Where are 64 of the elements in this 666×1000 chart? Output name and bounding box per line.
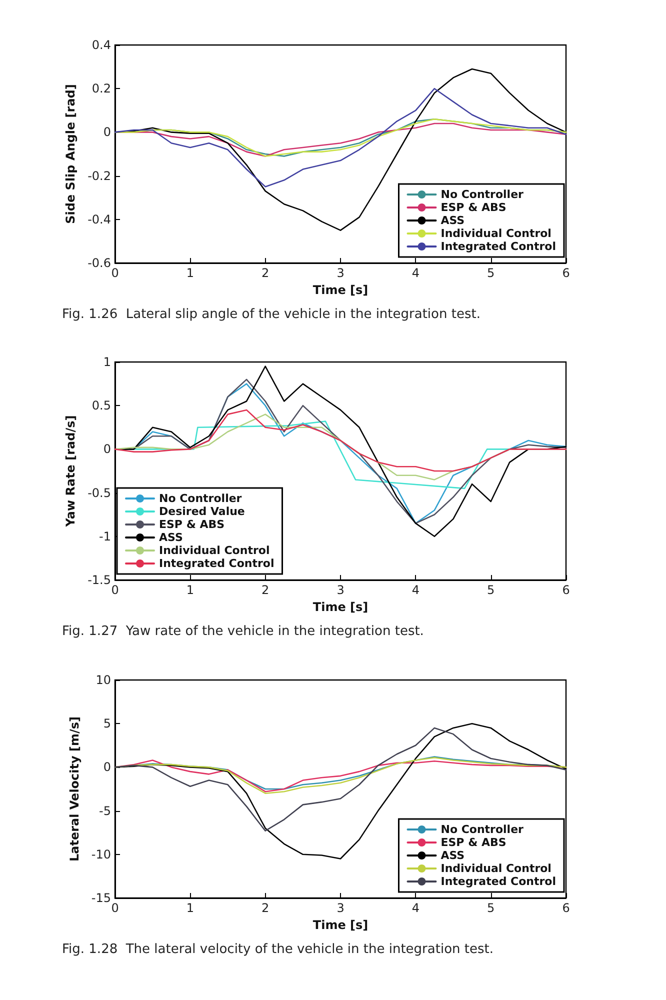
y-tick-label: -15 [91, 891, 111, 905]
y-tick-label: 0.5 [92, 398, 111, 413]
legend-label: ESP & ABS [159, 518, 225, 531]
legend-label: Individual Control [159, 544, 270, 557]
x-tick-label: 2 [262, 266, 270, 280]
x-tick-label: 1 [186, 266, 194, 280]
y-tick-label: -1 [99, 529, 111, 544]
x-tick-label: 5 [487, 901, 495, 915]
caption: Fig. 1.27 Yaw rate of the vehicle in the integration test. [62, 624, 424, 639]
y-tick-label: -0.2 [88, 168, 111, 183]
legend-label: Integrated Control [440, 875, 556, 888]
y-axis-title: Lateral Velocity [m/s] [68, 716, 82, 862]
y-tick-label: 10 [96, 673, 111, 687]
x-tick-label: 1 [186, 901, 194, 915]
y-tick-label: 0 [103, 760, 111, 774]
y-tick-label: -10 [91, 847, 111, 862]
x-tick-label: 3 [336, 266, 344, 280]
legend-label: ASS [440, 214, 465, 227]
legend-label: ASS [159, 531, 183, 544]
y-tick-label: 5 [103, 716, 111, 731]
line-series [114, 409, 567, 472]
y-tick-label: -0.6 [88, 256, 111, 270]
caption: Fig. 1.28 The lateral velocity of the vehicle in the integration test. [62, 942, 494, 957]
legend-label: Individual Control [440, 862, 552, 875]
line-series [114, 88, 567, 188]
caption: Fig. 1.26 Lateral slip angle of the vehicle in the integration test. [62, 307, 480, 322]
legend-label: ASS [440, 849, 465, 862]
x-axis-title: Time [s] [312, 600, 368, 614]
x-tick-label: 3 [336, 583, 344, 597]
x-tick-label: 4 [412, 266, 420, 280]
y-tick-label: 1 [103, 355, 111, 369]
x-tick-label: 5 [487, 583, 495, 597]
legend-label: Individual Control [440, 227, 552, 240]
x-tick-label: 6 [562, 901, 570, 915]
x-tick-label: 5 [487, 266, 495, 280]
y-axis-title: Yaw Rate [rad/s] [64, 415, 78, 528]
y-tick-label: -5 [99, 804, 111, 818]
y-tick-label: 0 [103, 442, 111, 456]
y-axis-title: Side Slip Angle [rad] [64, 84, 78, 224]
line-series [114, 727, 567, 832]
x-tick-label: 2 [262, 901, 270, 915]
x-axis-title: Time [s] [312, 918, 368, 932]
x-axis-title: Time [s] [312, 282, 368, 297]
x-tick-label: 3 [336, 901, 344, 915]
legend-label: ESP & ABS [440, 836, 506, 849]
y-tick-label: 0 [103, 125, 111, 140]
legend-label: No Controller [440, 823, 524, 836]
x-tick-label: 6 [562, 266, 570, 280]
legend-label: Integrated Control [440, 240, 556, 253]
x-tick-label: 2 [262, 583, 270, 597]
y-tick-label: -0.5 [88, 486, 111, 500]
y-tick-label: -0.4 [88, 212, 111, 226]
x-tick-label: 6 [562, 583, 570, 597]
legend-label: Desired Value [159, 505, 245, 518]
y-tick-label: 0.2 [92, 82, 111, 96]
legend-label: Integrated Control [159, 557, 274, 570]
x-tick-label: 4 [412, 583, 420, 597]
y-tick-label: 0.4 [92, 38, 111, 52]
legend-label: ESP & ABS [440, 201, 506, 214]
legend-label: No Controller [440, 188, 524, 201]
legend-label: No Controller [159, 492, 242, 505]
y-tick-label: -1.5 [88, 573, 111, 587]
x-tick-label: 1 [186, 583, 194, 597]
x-tick-label: 4 [412, 901, 420, 915]
